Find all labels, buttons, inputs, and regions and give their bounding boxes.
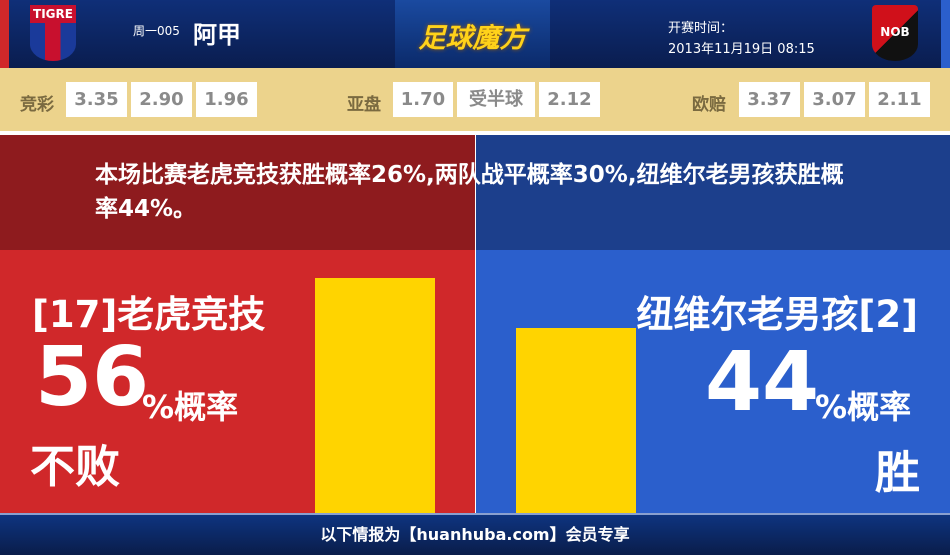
yp-odd: 2.12 [539, 82, 600, 117]
home-percent-label: %概率 [142, 388, 239, 426]
jc-label: 竞彩 [20, 95, 54, 115]
oz-odd: 3.37 [739, 82, 800, 117]
league-name: 阿甲 [193, 21, 241, 49]
away-probability-bar [516, 328, 636, 513]
away-team-logo: NOB [872, 5, 918, 61]
oz-label: 欧赔 [692, 95, 726, 115]
yp-handicap: 受半球 [457, 82, 535, 117]
member-footer[interactable]: 以下情报为【huanhuba.com】会员专享 [0, 513, 950, 555]
home-team-name: [17]老虎竞技 [32, 293, 266, 336]
jc-odd: 3.35 [66, 82, 127, 117]
home-team-logo: TIGRE [30, 5, 76, 61]
jc-odd: 2.90 [131, 82, 192, 117]
match-round: 周一005 [133, 24, 180, 38]
away-color-strip [941, 0, 950, 68]
away-percent: 44 [705, 335, 820, 430]
oz-odd: 3.07 [804, 82, 865, 117]
prediction-message: 本场比赛老虎竞技获胜概率26%,两队战平概率30%,纽维尔老男孩获胜概率44%。 [95, 162, 844, 222]
home-percent: 56 [35, 330, 150, 425]
away-percent-label: %概率 [815, 388, 912, 426]
home-probability-bar [315, 278, 435, 513]
odds-bar: 竞彩 3.35 2.90 1.96 亚盘 1.70 受半球 2.12 欧赔 3.… [0, 68, 950, 131]
brand-logo: 足球魔方 [418, 23, 527, 54]
home-outcome: 不败 [30, 440, 121, 493]
away-outcome: 胜 [874, 446, 920, 499]
brand-panel [395, 0, 550, 68]
message-bg-away [476, 135, 950, 250]
yp-label: 亚盘 [347, 95, 381, 115]
jc-odd: 1.96 [196, 82, 257, 117]
kickoff-time: 2013年11月19日 08:15 [668, 42, 815, 57]
yp-odd: 1.70 [393, 82, 453, 117]
oz-odd: 2.11 [869, 82, 930, 117]
kickoff-label: 开赛时间： [668, 21, 734, 36]
home-color-strip [0, 0, 9, 68]
home-logo-text: TIGRE [30, 5, 76, 23]
away-team-name: 纽维尔老男孩[2] [636, 293, 918, 336]
message-bg-home [0, 135, 475, 250]
